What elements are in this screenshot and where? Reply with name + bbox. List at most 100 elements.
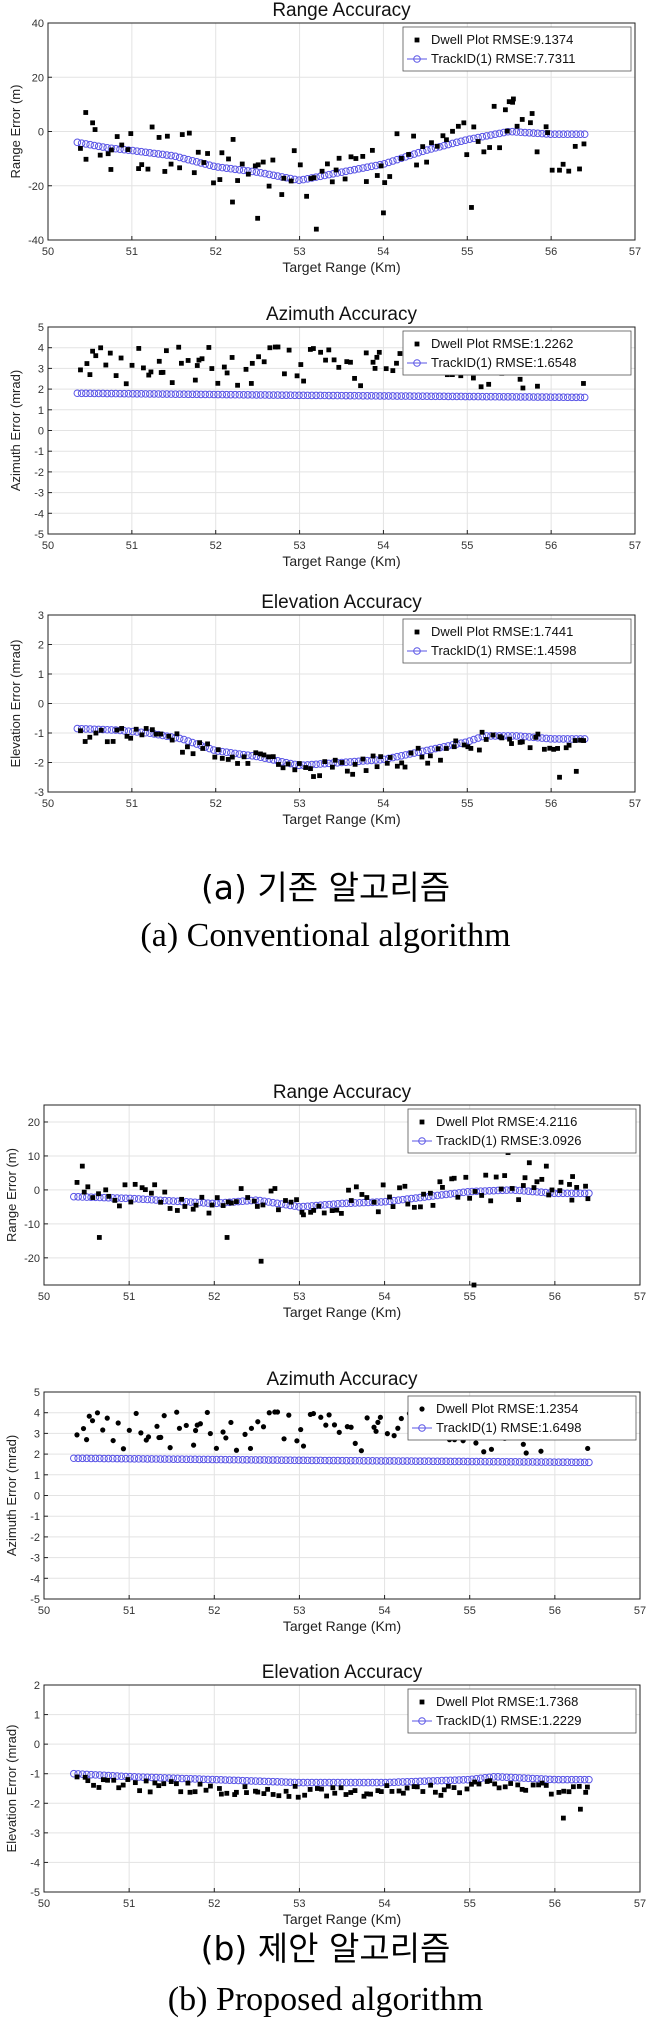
- dwell-point: [158, 731, 164, 737]
- dwell-point: [535, 383, 540, 389]
- dwell-point: [190, 1442, 197, 1448]
- dwell-point: [234, 1199, 239, 1205]
- track-point: [448, 392, 457, 401]
- track-point: [423, 392, 431, 401]
- track-point: [504, 393, 512, 401]
- dwell-point: [96, 1191, 101, 1197]
- dwell-point: [265, 1786, 270, 1792]
- dwell-point: [458, 373, 464, 379]
- track-point: [551, 393, 559, 401]
- track-point: [384, 392, 393, 400]
- track-point: [359, 391, 367, 400]
- dwell-point: [213, 1445, 220, 1451]
- track-point: [481, 1457, 489, 1466]
- dwell-point: [281, 1436, 287, 1442]
- dwell-point: [400, 1790, 406, 1796]
- x-axis-label: Target Range (Km): [283, 1304, 401, 1320]
- dwell-point: [128, 1199, 134, 1205]
- track-point: [295, 1203, 303, 1211]
- dwell-point: [308, 766, 313, 772]
- dwell-point: [464, 152, 470, 158]
- dwell-point: [339, 760, 345, 765]
- dwell-point: [517, 376, 523, 382]
- track-point: [414, 148, 423, 157]
- dwell-point: [148, 369, 154, 375]
- track-point: [359, 164, 367, 172]
- track-point: [199, 1455, 208, 1464]
- dwell-point: [218, 1791, 224, 1797]
- dwell-point: [570, 1784, 576, 1790]
- dwell-point: [186, 130, 192, 136]
- track-point: [133, 147, 141, 155]
- x-tick-label: 53: [293, 540, 305, 552]
- track-point: [397, 154, 406, 163]
- legend-box: [402, 26, 632, 72]
- dwell-point: [415, 745, 421, 751]
- dwell-point: [242, 1784, 248, 1790]
- track-point: [482, 392, 491, 401]
- track-point: [555, 735, 563, 743]
- track-point: [433, 1191, 442, 1200]
- dwell-point: [390, 1204, 396, 1209]
- dwell-point: [441, 1787, 447, 1793]
- track-point: [346, 758, 355, 766]
- dwell-point: [372, 366, 378, 371]
- track-point: [303, 1456, 312, 1465]
- dwell-point: [110, 1437, 116, 1444]
- dwell-point: [371, 1199, 377, 1205]
- track-point: [308, 1456, 316, 1465]
- dwell-point: [106, 1193, 112, 1199]
- track-point: [385, 1778, 394, 1787]
- track-point: [94, 142, 103, 151]
- dwell-point: [440, 1184, 445, 1190]
- track-point: [204, 1455, 212, 1464]
- track-point: [108, 1454, 117, 1463]
- track-point: [442, 1190, 450, 1199]
- dwell-point: [509, 741, 514, 746]
- track-point: [403, 1778, 411, 1786]
- dwell-point: [561, 1788, 567, 1794]
- dwell-point: [396, 1788, 402, 1794]
- legend-label-dwell: Dwell Plot RMSE:1.2262: [431, 336, 573, 351]
- dwell-point: [156, 135, 162, 140]
- track-point: [286, 391, 295, 400]
- track-point: [528, 1774, 537, 1783]
- dwell-point: [329, 1208, 335, 1214]
- y-tick-label: 5: [34, 1387, 40, 1399]
- dwell-point: [548, 1791, 554, 1797]
- dwell-point: [107, 350, 113, 356]
- dwell-point: [174, 1781, 179, 1787]
- dwell-point: [530, 1782, 536, 1788]
- y-tick-label: -2: [30, 1798, 40, 1810]
- track-point: [121, 1454, 130, 1463]
- y-tick-label: 2: [38, 384, 44, 396]
- track-point: [354, 391, 363, 400]
- dwell-point: [358, 383, 363, 389]
- dwell-point: [224, 370, 230, 376]
- track-point: [146, 149, 154, 157]
- track-point: [512, 393, 521, 401]
- legend-marker-dwell: [419, 1699, 425, 1705]
- dwell-point: [558, 1179, 564, 1185]
- dwell-point: [543, 1163, 549, 1169]
- x-tick-label: 51: [123, 1898, 135, 1910]
- dwell-point: [74, 1432, 80, 1438]
- track-point: [463, 1188, 472, 1196]
- dwell-point: [359, 1192, 365, 1197]
- dwell-point: [97, 152, 103, 158]
- dwell-point: [483, 737, 489, 742]
- dwell-point: [266, 754, 272, 760]
- track-point: [418, 392, 427, 401]
- track-point: [251, 1777, 260, 1785]
- track-point: [273, 172, 282, 180]
- series-dwell: [78, 96, 587, 232]
- track-point: [100, 1454, 108, 1463]
- x-tick-label: 52: [208, 1898, 220, 1910]
- track-point: [342, 1456, 351, 1465]
- track-point: [568, 130, 576, 139]
- track-point: [559, 1775, 567, 1784]
- dwell-point: [519, 739, 525, 745]
- track-point: [342, 1778, 351, 1787]
- y-tick-label: -4: [30, 1573, 40, 1585]
- track-point: [371, 756, 380, 764]
